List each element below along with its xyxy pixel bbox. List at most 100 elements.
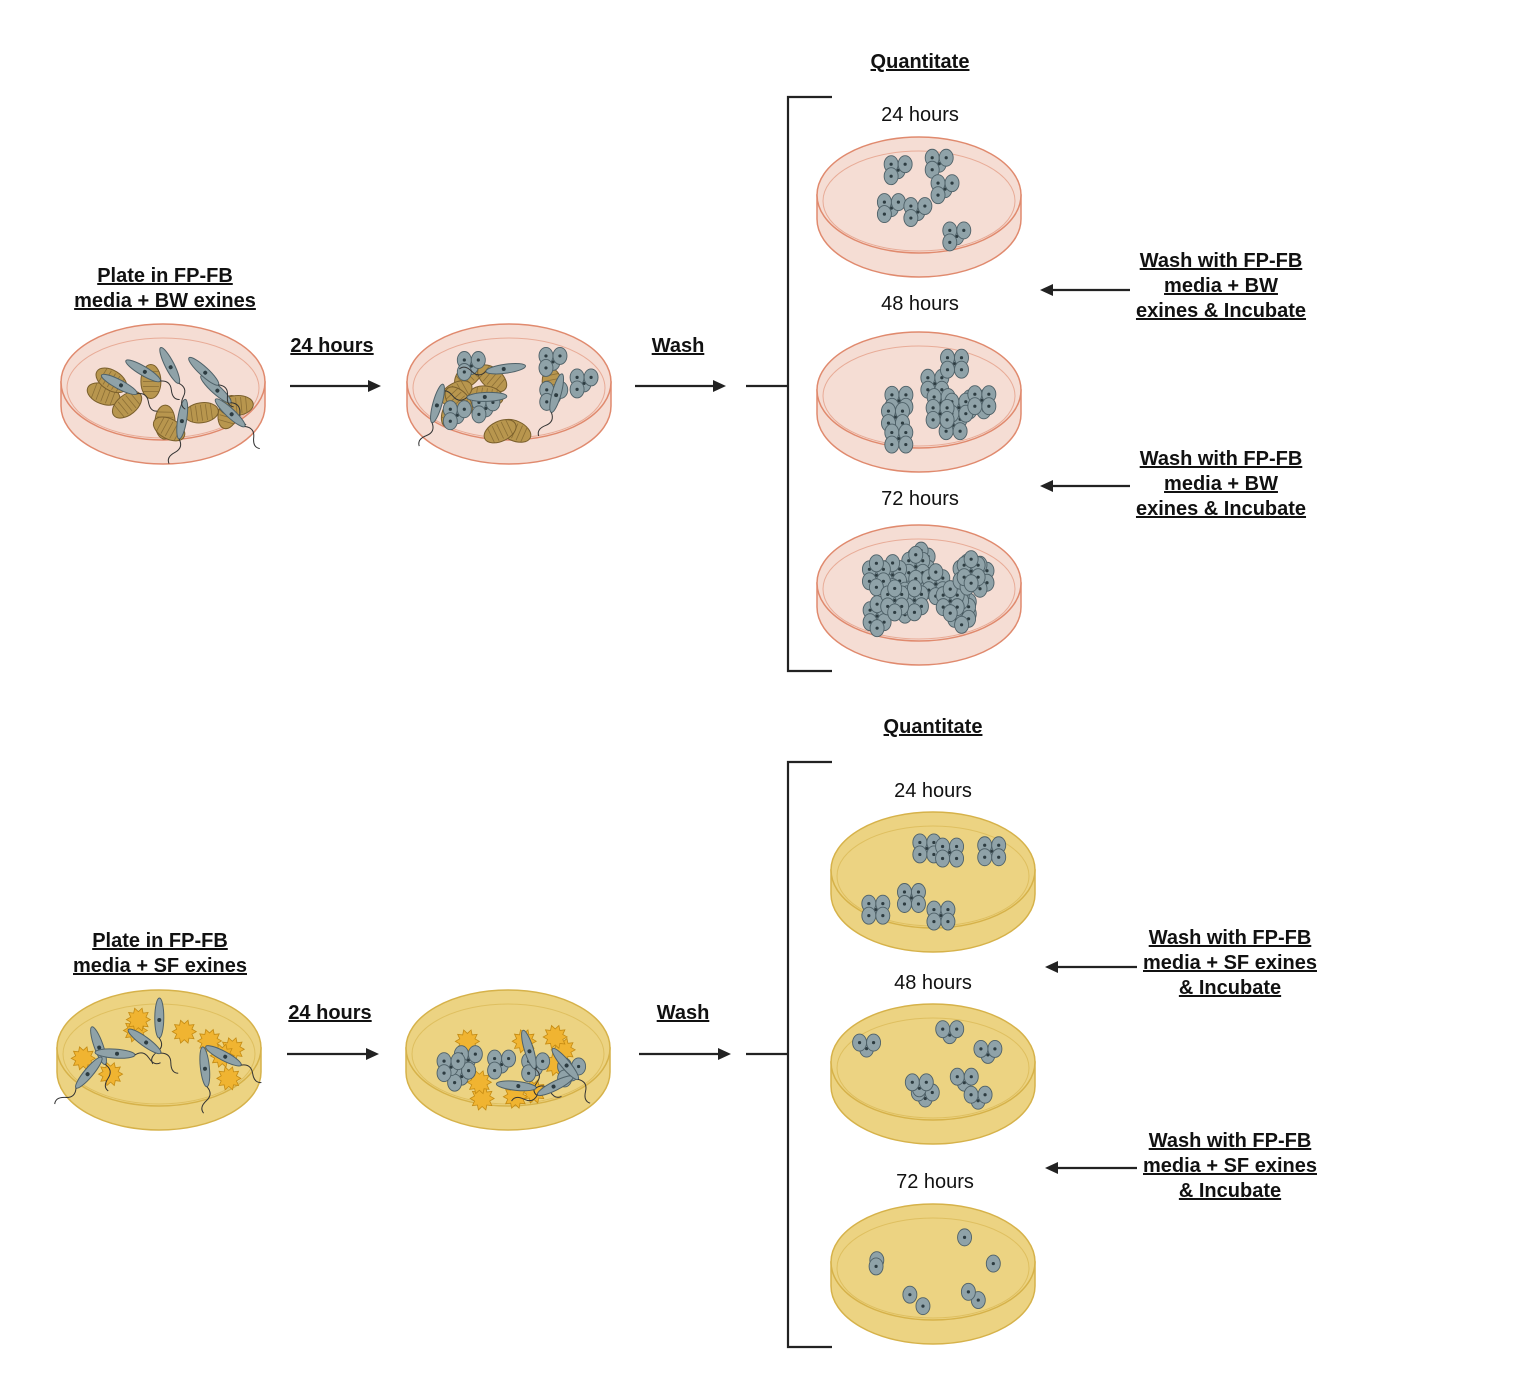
sunflower-exine-icon xyxy=(97,1061,124,1087)
arrow-icon xyxy=(1040,284,1130,296)
amastigote-cluster-icon xyxy=(852,1033,882,1058)
amastigote-cluster-icon xyxy=(960,1282,976,1301)
promastigote-icon xyxy=(151,997,165,1065)
amastigote-cluster-icon xyxy=(883,155,913,186)
promastigote-icon xyxy=(458,362,527,376)
amastigote-cluster-icon xyxy=(903,197,933,227)
promastigote-icon xyxy=(127,1028,179,1074)
sf-wash-label-2: Wash with FP-FB media + SF exines & Incu… xyxy=(1143,1130,1317,1202)
bw-wash-label-2: Wash with FP-FB media + BW exines & Incu… xyxy=(1135,448,1307,520)
sf-step1-label: 24 hours xyxy=(288,1002,372,1024)
amastigote-cluster-icon xyxy=(921,563,951,606)
promastigote-icon xyxy=(205,1045,262,1084)
amastigote-cluster-icon xyxy=(956,550,986,593)
bw-timepoint-72: 72 hours xyxy=(881,488,959,510)
amastigote-cluster-icon xyxy=(963,1085,993,1110)
amastigote-cluster-icon xyxy=(861,554,891,597)
bracket-icon xyxy=(746,760,832,1349)
amastigote-cluster-icon xyxy=(904,1073,934,1098)
amastigote-cluster-icon xyxy=(901,545,931,588)
promastigote-icon xyxy=(199,1046,211,1114)
arrow-icon xyxy=(1040,480,1130,492)
sunflower-exine-icon xyxy=(125,1007,152,1032)
promastigote-icon xyxy=(200,375,247,425)
amastigote-cluster-icon xyxy=(868,1257,884,1276)
promastigote-icon xyxy=(214,398,260,450)
buckwheat-exine-icon xyxy=(483,419,517,444)
amastigote-cluster-icon xyxy=(925,398,955,429)
promastigote-icon xyxy=(100,373,158,412)
arrow-icon xyxy=(290,380,381,392)
amastigote-cluster-icon xyxy=(926,900,956,931)
amastigote-cluster-icon xyxy=(949,1067,979,1092)
bw-timepoint-24: 24 hours xyxy=(881,104,959,126)
sf-panel xyxy=(54,760,1137,1349)
amastigote-cluster-icon xyxy=(876,193,906,224)
promastigote-icon xyxy=(418,383,445,447)
petri-dish-icon xyxy=(830,811,1036,953)
bw-step2-label: Wash xyxy=(651,335,705,357)
amastigote-cluster-icon xyxy=(456,351,486,381)
promastigote-icon xyxy=(94,1048,161,1065)
bracket-icon xyxy=(746,95,832,673)
petri-dish-icon xyxy=(830,1203,1036,1345)
amastigote-cluster-icon xyxy=(977,836,1007,867)
sf-timepoint-24: 24 hours xyxy=(894,780,972,802)
sf-timepoint-48: 48 hours xyxy=(894,972,972,994)
amastigote-cluster-icon xyxy=(935,1020,965,1045)
amastigote-cluster-icon xyxy=(897,883,926,913)
amastigote-cluster-icon xyxy=(935,580,965,623)
amastigote-cluster-icon xyxy=(902,1285,918,1304)
amastigote-cluster-icon xyxy=(880,579,910,622)
arrow-icon xyxy=(639,1048,731,1060)
promastigote-icon xyxy=(54,1056,103,1105)
promastigote-icon xyxy=(188,356,234,408)
bw-start-label: Plate in FP-FB media + BW exines xyxy=(74,265,256,312)
amastigote-cluster-icon xyxy=(985,1254,1001,1273)
amastigote-cluster-icon xyxy=(967,385,997,416)
sf-start-label: Plate in FP-FB media + SF exines xyxy=(73,930,247,977)
arrow-icon xyxy=(1045,1162,1137,1174)
promastigote-icon xyxy=(440,390,508,402)
amastigote-cluster-icon xyxy=(930,174,960,205)
amastigote-cluster-icon xyxy=(538,346,568,377)
sf-wash-label-1: Wash with FP-FB media + SF exines & Incu… xyxy=(1143,927,1317,999)
sf-step2-label: Wash xyxy=(656,1002,710,1024)
amastigote-cluster-icon xyxy=(487,1049,517,1080)
bw-wash-label-1: Wash with FP-FB media + BW exines & Incu… xyxy=(1135,250,1307,322)
amastigote-cluster-icon xyxy=(942,221,972,252)
amastigote-cluster-icon xyxy=(957,1228,973,1247)
amastigote-cluster-icon xyxy=(940,348,969,379)
amastigote-cluster-icon xyxy=(973,1039,1003,1064)
promastigote-icon xyxy=(159,347,186,410)
bw-timepoint-48: 48 hours xyxy=(881,293,959,315)
amastigote-cluster-icon xyxy=(436,1052,466,1083)
sunflower-exine-icon xyxy=(216,1066,242,1091)
amastigote-cluster-icon xyxy=(915,1297,931,1316)
promastigote-icon xyxy=(537,373,565,437)
promastigote-icon xyxy=(551,1047,591,1104)
sf-quantitate-label: Quantitate xyxy=(883,716,983,738)
promastigote-icon xyxy=(521,1029,540,1096)
sunflower-exine-icon xyxy=(171,1019,198,1044)
amastigote-cluster-icon xyxy=(569,368,599,399)
petri-dish-icon xyxy=(816,136,1022,278)
amastigote-cluster-icon xyxy=(861,894,891,925)
amastigote-cluster-icon xyxy=(935,837,965,868)
buckwheat-exine-icon xyxy=(111,391,143,419)
amastigote-cluster-icon xyxy=(924,148,954,179)
sunflower-exine-icon xyxy=(542,1024,569,1050)
bw-quantitate-label: Quantitate xyxy=(870,51,970,73)
petri-dish-icon xyxy=(830,1003,1036,1145)
amastigote-cluster-icon xyxy=(442,400,472,431)
amastigote-cluster-icon xyxy=(884,423,914,454)
promastigote-icon xyxy=(125,359,180,400)
arrow-icon xyxy=(287,1048,379,1060)
sf-timepoint-72: 72 hours xyxy=(896,1171,974,1193)
bw-panel xyxy=(60,95,1130,673)
arrow-icon xyxy=(1045,961,1137,973)
bw-step1-label: 24 hours xyxy=(290,335,374,357)
arrow-icon xyxy=(635,380,726,392)
